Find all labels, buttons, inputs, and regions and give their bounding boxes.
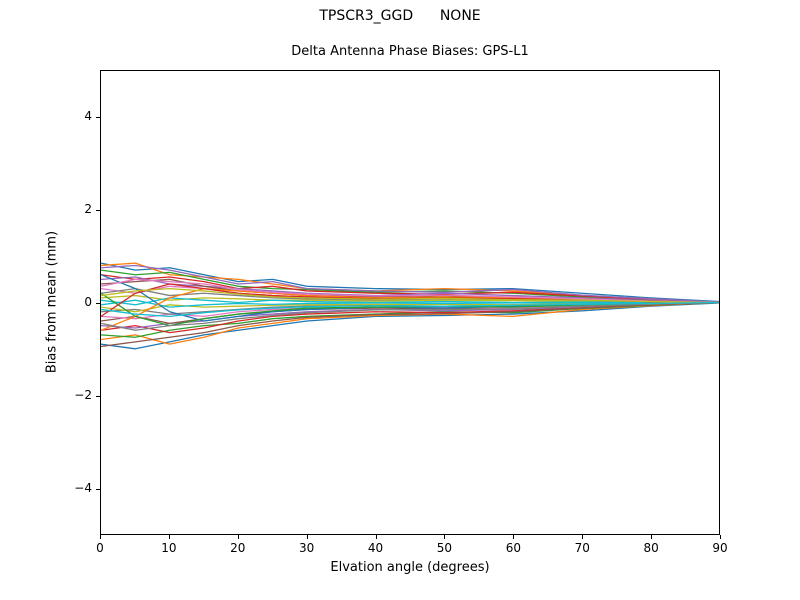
x-tick-label: 80 <box>643 541 659 555</box>
y-tick-mark <box>96 395 100 397</box>
y-tick-label: −4 <box>74 480 92 495</box>
series-line <box>101 264 719 303</box>
series-line <box>101 269 719 303</box>
series-line <box>101 278 719 304</box>
x-tick-mark <box>720 535 721 539</box>
y-tick-mark <box>96 302 100 304</box>
x-tick-label: 60 <box>505 541 521 555</box>
series-line <box>101 302 719 350</box>
series-line <box>101 287 719 304</box>
x-tick-mark <box>168 535 170 539</box>
chart-title: Delta Antenna Phase Biases: GPS-L1 <box>291 44 529 59</box>
x-tick-mark <box>651 535 653 539</box>
x-tick-label: 0 <box>96 541 104 555</box>
x-tick-label: 20 <box>230 541 246 555</box>
series-line <box>101 301 719 348</box>
x-tick-mark <box>444 535 446 539</box>
y-tick-label: 2 <box>84 201 92 216</box>
x-tick-mark <box>375 535 377 539</box>
series-line <box>101 299 719 308</box>
y-tick-mark <box>96 488 100 490</box>
y-tick-mark <box>96 209 100 211</box>
x-tick-mark <box>582 535 584 539</box>
x-tick-mark <box>306 535 308 539</box>
x-tick-mark <box>237 535 239 539</box>
x-axis-label: Elvation angle (degrees) <box>330 560 490 575</box>
x-tick-label: 70 <box>574 541 590 555</box>
y-tick-label: 0 <box>84 294 92 309</box>
x-tick-label: 30 <box>299 541 315 555</box>
x-tick-mark <box>513 535 515 539</box>
series-line <box>101 301 719 331</box>
y-tick-label: −2 <box>74 387 92 402</box>
series-line <box>101 274 719 304</box>
x-tick-mark <box>100 535 101 539</box>
series-canvas <box>101 262 719 350</box>
series-line <box>101 301 719 345</box>
chart-suptitle: TPSCR3_GGD NONE <box>319 8 481 24</box>
x-tick-label: 40 <box>367 541 384 555</box>
y-tick-mark <box>96 116 100 118</box>
plot-area <box>100 70 720 535</box>
y-tick-label: 4 <box>84 108 92 123</box>
x-tick-label: 10 <box>161 541 177 555</box>
series-line <box>101 262 719 303</box>
y-axis-label: Bias from mean (mm) <box>44 230 60 374</box>
x-tick-label: 50 <box>436 541 453 555</box>
series-line <box>101 301 719 318</box>
x-tick-label: 90 <box>712 541 728 555</box>
